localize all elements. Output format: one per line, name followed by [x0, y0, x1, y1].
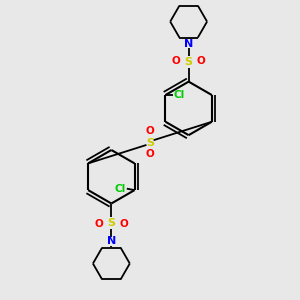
Text: Cl: Cl — [173, 90, 184, 100]
Text: S: S — [184, 57, 193, 67]
Text: N: N — [107, 236, 116, 246]
Text: O: O — [119, 219, 128, 229]
Text: N: N — [184, 39, 193, 49]
Text: O: O — [172, 56, 181, 66]
Text: O: O — [145, 126, 154, 136]
Text: O: O — [145, 149, 154, 159]
Text: O: O — [197, 56, 206, 66]
Text: S: S — [146, 138, 154, 148]
Text: S: S — [107, 218, 116, 228]
Text: O: O — [94, 219, 103, 229]
Text: Cl: Cl — [115, 184, 126, 194]
